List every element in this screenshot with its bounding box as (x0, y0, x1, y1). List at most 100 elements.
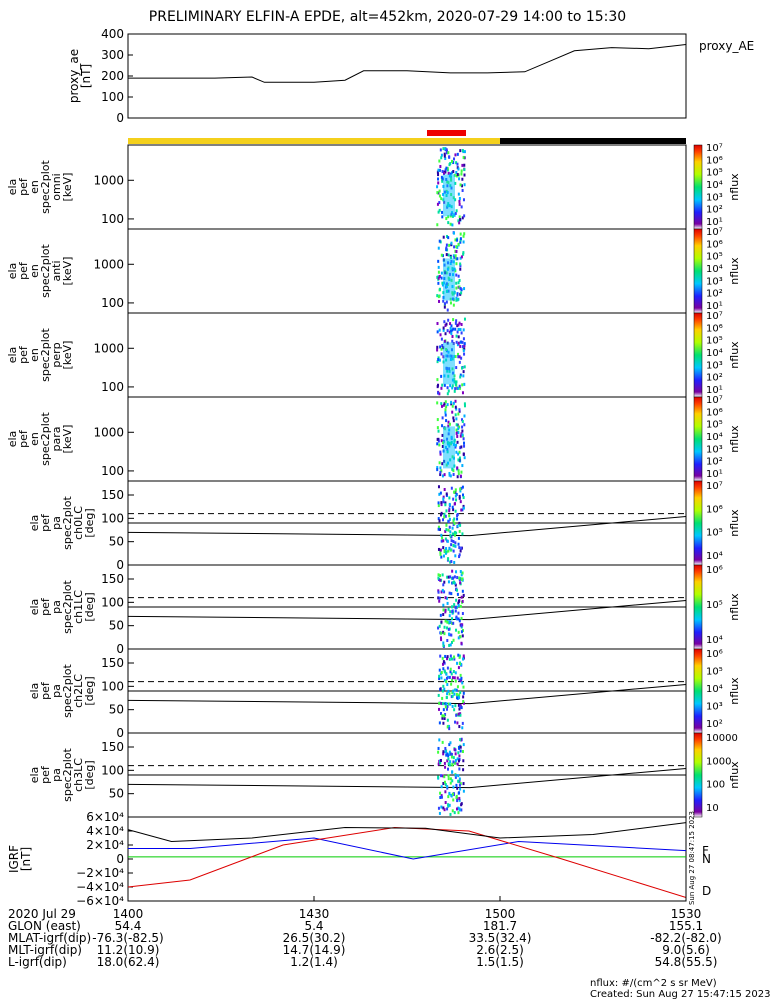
energy-ylabel: ela (6, 179, 19, 196)
heatmap-cell (446, 601, 449, 605)
heatmap-cell (454, 321, 457, 325)
heatmap-cell (442, 539, 445, 543)
heatmap-cell (449, 384, 452, 388)
pitch-ylabel: ch2LC (72, 674, 85, 708)
heatmap-cell (452, 401, 455, 405)
heatmap-cell (440, 712, 443, 716)
heatmap-cell (437, 358, 440, 362)
heatmap-cell (455, 796, 458, 800)
heatmap-cell (455, 366, 458, 370)
heatmap-cell (458, 783, 461, 787)
heatmap-cell (446, 718, 449, 722)
heatmap-cell (459, 549, 462, 553)
energy-ylabel: spec2plot (39, 328, 52, 382)
heatmap-cell (459, 232, 462, 236)
heatmap-cell (444, 610, 447, 614)
heatmap-cell (437, 177, 440, 181)
heatmap-cell (456, 238, 459, 242)
pitch-tick-label: 150 (101, 572, 124, 586)
heatmap-cell (447, 767, 450, 771)
heatmap-cell (462, 337, 465, 341)
grf-tick-label: −4×10⁴ (76, 880, 124, 894)
heatmap-cell (455, 407, 458, 411)
energy-cbar-tick: 10⁴ (706, 348, 723, 359)
heatmap-cell (438, 527, 441, 531)
heatmap-cell (463, 414, 466, 418)
heatmap-cell (458, 450, 461, 454)
heatmap-cell (448, 657, 451, 661)
heatmap-cell (443, 761, 446, 765)
pitch-ylabel: [deg] (83, 592, 96, 621)
heatmap-cell (455, 443, 458, 447)
energy-frame (127, 228, 687, 314)
heatmap-cell (454, 249, 457, 253)
heatmap-core (443, 174, 455, 217)
heatmap-cell (458, 578, 461, 582)
heatmap-cell (437, 517, 440, 521)
heatmap-cell (458, 696, 461, 700)
heatmap-cell (443, 549, 446, 553)
heatmap-cell (451, 617, 454, 621)
heatmap-cell (458, 777, 461, 781)
heatmap-cell (448, 791, 451, 795)
heatmap-cell (449, 654, 452, 658)
heatmap-cell (437, 525, 440, 529)
pitch-ylabel: pa (50, 684, 63, 698)
heatmap-cell (462, 504, 465, 508)
pitch-colorbar (693, 732, 703, 818)
heatmap-cell (438, 624, 441, 628)
heatmap-cell (436, 345, 439, 349)
heatmap-cell (446, 308, 449, 312)
heatmap-cell (441, 588, 444, 592)
heatmap-cell (438, 596, 441, 600)
heatmap-cell (455, 498, 458, 502)
heatmap-cell (448, 496, 451, 500)
heatmap-cell (455, 417, 458, 421)
heatmap-cell (455, 423, 458, 427)
pitch-colorbar (693, 480, 703, 566)
heatmap-cell (445, 300, 448, 304)
heatmap-cell (455, 334, 458, 338)
heatmap-cell (451, 610, 454, 614)
heatmap-cell (454, 533, 457, 537)
heatmap-cell (450, 592, 453, 596)
heatmap-cell (436, 468, 439, 472)
heatmap-cell (462, 685, 465, 689)
grf-legend-f: F (702, 844, 709, 858)
heatmap-cell (442, 299, 445, 303)
heatmap-cell (448, 502, 451, 506)
heatmap-cell (452, 419, 455, 423)
heatmap-cell (449, 322, 452, 326)
heatmap-cell (446, 638, 449, 642)
pitch-panel-2 (127, 648, 703, 734)
heatmap-cell (447, 171, 450, 175)
heatmap-cell (462, 493, 465, 497)
heatmap-cell (437, 775, 440, 779)
heatmap-cell (446, 620, 449, 624)
energy-cbar-tick: 10² (706, 457, 723, 468)
heatmap-cell (450, 633, 453, 637)
heatmap-cell (440, 153, 443, 157)
heatmap-cell (439, 165, 442, 169)
heatmap-cell (444, 550, 447, 554)
heatmap-cell (457, 355, 460, 359)
heatmap-cell (445, 246, 448, 250)
orbit-value: 2.6(2.5) (476, 943, 524, 957)
heatmap-cell (438, 194, 441, 198)
heatmap-cell (444, 750, 447, 754)
heatmap-cell (459, 218, 462, 222)
pitch-tick-label: 150 (101, 656, 124, 670)
heatmap-cell (462, 370, 465, 374)
heatmap-cell (451, 694, 454, 698)
heatmap-cell (454, 181, 457, 185)
heatmap-cell (438, 208, 441, 212)
heatmap-cell (448, 803, 451, 807)
heatmap-cell (437, 295, 440, 299)
heatmap-cell (453, 157, 456, 161)
orbit-value: 9.0(5.6) (662, 943, 710, 957)
heatmap-cell (438, 461, 441, 465)
heatmap-cell (461, 433, 464, 437)
heatmap-cell (444, 790, 447, 794)
heatmap-cell (463, 444, 466, 448)
grf-line-total (127, 822, 687, 843)
